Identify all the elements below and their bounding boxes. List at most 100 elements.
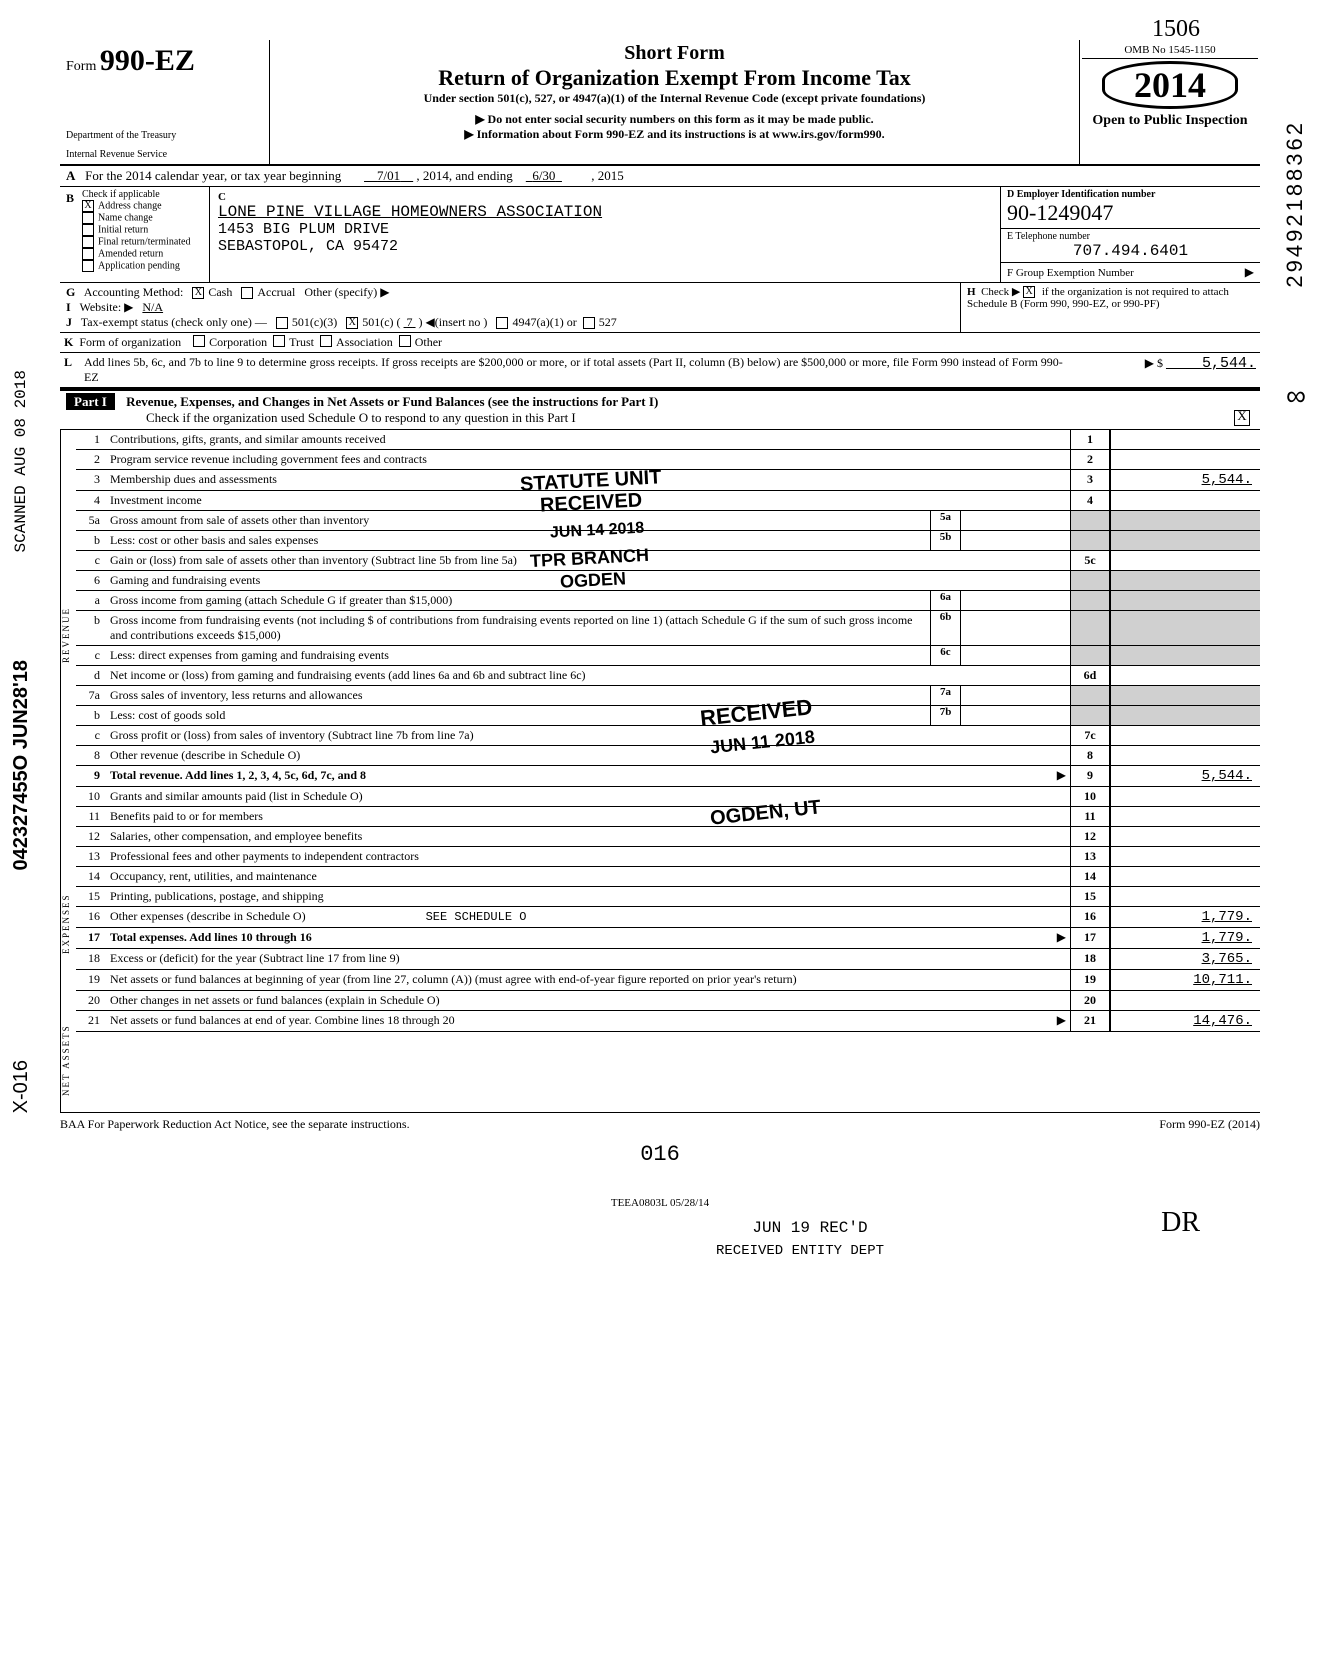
line-number: 15 [76,887,106,906]
line-number: 19 [76,970,106,990]
line-number: c [76,646,106,665]
sub-box-label: 7a [930,686,960,705]
line-row: 13Professional fees and other payments t… [76,847,1260,867]
line-row: 12Salaries, other compensation, and empl… [76,827,1260,847]
line-amount-shade [1110,571,1260,590]
line-number: 1 [76,430,106,449]
line-number: 12 [76,827,106,846]
j-c-after: ) ◀(insert no ) [419,315,488,329]
dept-treasury: Department of the Treasury [66,130,263,141]
line-amount-shade [1110,531,1260,550]
phone: 707.494.6401 [1007,242,1254,260]
line-desc: Total expenses. Add lines 10 through 16 … [106,928,1070,948]
footer-code: TEEA0803L 05/28/14 [60,1197,1260,1209]
line-box: 13 [1070,847,1110,866]
period-text: For the 2014 calendar year, or tax year … [85,168,341,183]
tax-year: 2014 [1102,61,1238,109]
k-trust-box[interactable] [273,335,285,347]
k-corp-box[interactable] [193,335,205,347]
line-amount: 1,779. [1110,907,1260,927]
omb-number: OMB No 1545-1150 [1082,42,1258,59]
check-initial-box[interactable] [82,224,94,236]
j-4947-box[interactable] [496,317,508,329]
line-amount: 1,779. [1110,928,1260,948]
line-box: 14 [1070,867,1110,886]
check-final: Final return/terminated [98,236,190,247]
line-box-shade [1070,686,1110,705]
line-amount: 5,544. [1110,470,1260,490]
line-row: 14Occupancy, rent, utilities, and mainte… [76,867,1260,887]
h-box[interactable]: X [1023,286,1035,298]
line-desc: Total revenue. Add lines 1, 2, 3, 4, 5c,… [106,766,1070,786]
sub-box-label: 7b [930,706,960,725]
footer-form: Form 990-EZ (2014) [1159,1117,1260,1132]
check-name-box[interactable] [82,212,94,224]
line-box: 6d [1070,666,1110,685]
line-desc: Grants and similar amounts paid (list in… [106,787,1070,806]
sub-box-label: 6a [930,591,960,610]
j-c: 501(c) ( [362,315,400,329]
line-row: 7aGross sales of inventory, less returns… [76,686,1260,706]
line-desc: Benefits paid to or for members [106,807,1070,826]
line-box: 16 [1070,907,1110,927]
i-value: N/A [142,300,163,314]
line-amount [1110,551,1260,570]
check-amended-box[interactable] [82,248,94,260]
line-amount: 3,765. [1110,949,1260,969]
subtitle: Under section 501(c), 527, or 4947(a)(1)… [278,91,1071,106]
line-amount [1110,827,1260,846]
line-box-shade [1070,646,1110,665]
sub-box-value [960,531,1070,550]
line-row: bLess: cost of goods sold7b [76,706,1260,726]
open-public: Open to Public Inspection [1082,111,1258,131]
part1-check-box[interactable]: X [1234,410,1250,426]
form-number: 990-EZ [100,44,195,77]
k-label: K [64,335,73,350]
line-amount [1110,887,1260,906]
j-527-box[interactable] [583,317,595,329]
line-amount [1110,746,1260,765]
check-address-box[interactable]: X [82,200,94,212]
sub-box-value [960,686,1070,705]
g-accrual: Accrual [257,285,295,299]
line-row: 8Other revenue (describe in Schedule O)8 [76,746,1260,766]
line-number: 17 [76,928,106,948]
k-assoc-box[interactable] [320,335,332,347]
f-label: F Group Exemption Number [1007,267,1134,279]
line-row: 1Contributions, gifts, grants, and simil… [76,430,1260,450]
line-number: 18 [76,949,106,969]
k-other: Other [415,335,442,350]
f-arrow: ▶ [1245,265,1254,280]
period-end: 6/30 [532,168,555,183]
g-other: Other (specify) ▶ [304,285,389,299]
line-box: 20 [1070,991,1110,1010]
g-accrual-box[interactable] [241,287,253,299]
e-label: E Telephone number [1007,231,1254,242]
line-number: 5a [76,511,106,530]
j-c-box[interactable]: X [346,317,358,329]
line-amount-shade [1110,706,1260,725]
g-cash-box[interactable]: X [192,287,204,299]
check-name-change: Name change [98,212,153,223]
line-number: b [76,611,106,645]
line-box: 10 [1070,787,1110,806]
line-desc: Net assets or fund balances at beginning… [106,970,1070,990]
j-c3-box[interactable] [276,317,288,329]
check-final-box[interactable] [82,236,94,248]
line-row: 3Membership dues and assessments35,544. [76,470,1260,491]
check-pending-box[interactable] [82,260,94,272]
ssn-note: ▶ Do not enter social security numbers o… [278,112,1071,127]
line-amount-shade [1110,646,1260,665]
l-label: L [64,355,72,369]
sub-box-value [960,706,1070,725]
line-box-shade [1070,571,1110,590]
line-box: 21 [1070,1011,1110,1031]
k-other-box[interactable] [399,335,411,347]
line-row: 16Other expenses (describe in Schedule O… [76,907,1260,928]
line-row: 6Gaming and fundraising events [76,571,1260,591]
j-4947: 4947(a)(1) or [512,315,576,329]
footer-page-num: 016 [60,1142,1260,1167]
line-box: 1 [1070,430,1110,449]
line-amount: 10,711. [1110,970,1260,990]
bottom-initials: DR [1161,1207,1200,1239]
